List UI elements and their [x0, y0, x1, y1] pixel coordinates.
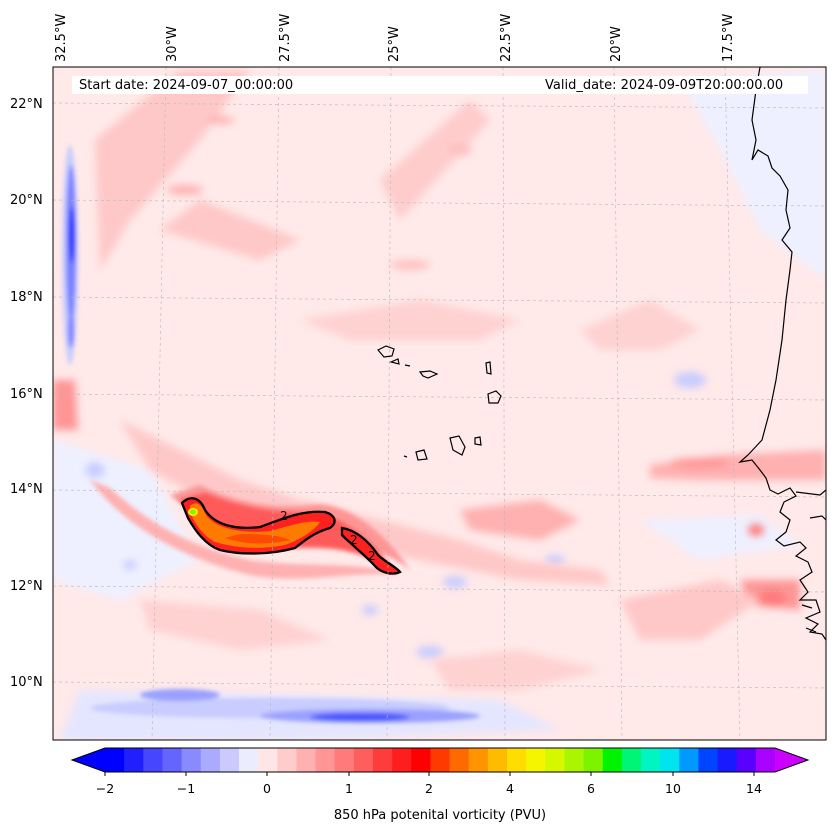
colorbar-segment — [392, 748, 412, 772]
colorbar-segment — [239, 748, 259, 772]
graticule — [53, 67, 826, 740]
colorbar-segment — [258, 748, 278, 772]
date-infobox — [72, 76, 808, 94]
colorbar-segment — [487, 748, 508, 772]
africa-coastline — [738, 67, 826, 641]
map-frame — [52, 66, 827, 741]
colorbar-segment — [679, 748, 700, 772]
colorbar-segment — [755, 748, 776, 772]
cape-verde-islands — [377, 345, 502, 461]
lat-label-10n: 10°N — [10, 675, 43, 690]
colorbar-segment — [449, 748, 470, 772]
lat-label-12n: 12°N — [10, 579, 43, 594]
colorbar-segment — [373, 748, 393, 772]
colorbar-segment — [277, 748, 298, 772]
colorbar-segment — [526, 748, 546, 772]
colorbar-segment — [353, 748, 374, 772]
start-date-label: Start date: 2024-09-07_00:00:00 — [79, 78, 294, 93]
lon-label-20w: 20°W — [609, 26, 624, 62]
colorbar-segment — [162, 748, 183, 772]
colorbar-segment — [564, 748, 585, 772]
contour-label-2: 2 — [350, 533, 358, 547]
colorbar-segment — [411, 748, 432, 772]
colorbar-title: 850 hPa potenital vorticity (PVU) — [333, 808, 547, 823]
colorbar-segment — [468, 748, 489, 772]
lat-label-18n: 18°N — [10, 290, 43, 305]
colorbar-segment — [143, 748, 164, 772]
colorbar-segment — [200, 748, 221, 772]
lat-label-16n: 16°N — [10, 387, 43, 402]
valid-date-label: Valid_date: 2024-09-09T20:00:00.00 — [545, 78, 784, 93]
cb-tick-10: 10 — [665, 781, 681, 796]
colorbar-segment — [583, 748, 604, 772]
colorbar-segment — [507, 748, 527, 772]
colorbar-segment — [219, 748, 240, 772]
cb-tick-6: 6 — [587, 781, 595, 796]
colorbar — [70, 747, 810, 773]
colorbar-segment — [660, 748, 680, 772]
cb-tick-minus1: −1 — [176, 781, 196, 796]
lon-label-25w: 25°W — [387, 26, 402, 62]
cb-tick-4: 4 — [506, 781, 514, 796]
colorbar-segment — [736, 748, 757, 772]
lon-label-30w: 30°W — [165, 26, 180, 62]
lon-label-22-5w: 22.5°W — [499, 13, 514, 62]
colorbar-segment — [641, 748, 661, 772]
colorbar-segment — [621, 748, 642, 772]
colorbar-segment — [698, 748, 719, 772]
colorbar-over-arrow — [775, 748, 808, 772]
pv-field: 2 2 2 — [53, 67, 826, 740]
blue-filament — [62, 145, 78, 365]
lat-label-22n: 22°N — [10, 97, 43, 112]
pv-2-contour — [180, 497, 402, 575]
colorbar-segment — [334, 748, 355, 772]
colorbar-segment — [545, 748, 566, 772]
contour-label-1: 2 — [280, 509, 288, 523]
lat-label-20n: 20°N — [10, 193, 43, 208]
colorbar-segment — [315, 748, 336, 772]
cb-tick-minus2: −2 — [95, 781, 115, 796]
colorbar-segment — [296, 748, 317, 772]
colorbar-segment — [430, 748, 451, 772]
colorbar-segment — [181, 748, 202, 772]
colorbar-segment — [602, 748, 623, 772]
cb-tick-2: 2 — [425, 781, 433, 796]
cb-tick-1: 1 — [345, 781, 353, 796]
lat-label-14n: 14°N — [10, 482, 43, 497]
cb-tick-14: 14 — [746, 781, 762, 796]
blue-band-south — [90, 689, 480, 723]
contour-label-3: 2 — [368, 549, 376, 563]
lon-label-17-5w: 17.5°W — [721, 13, 736, 62]
colorbar-segment — [717, 748, 738, 772]
colorbar-ticks — [104, 772, 755, 776]
colorbar-under-arrow — [72, 748, 105, 772]
lon-label-27-5w: 27.5°W — [278, 13, 293, 62]
colorbar-segment — [105, 748, 125, 772]
colorbar-segment — [124, 748, 144, 772]
cb-tick-0: 0 — [263, 781, 271, 796]
lon-label-32-5w: 32.5°W — [54, 13, 69, 62]
